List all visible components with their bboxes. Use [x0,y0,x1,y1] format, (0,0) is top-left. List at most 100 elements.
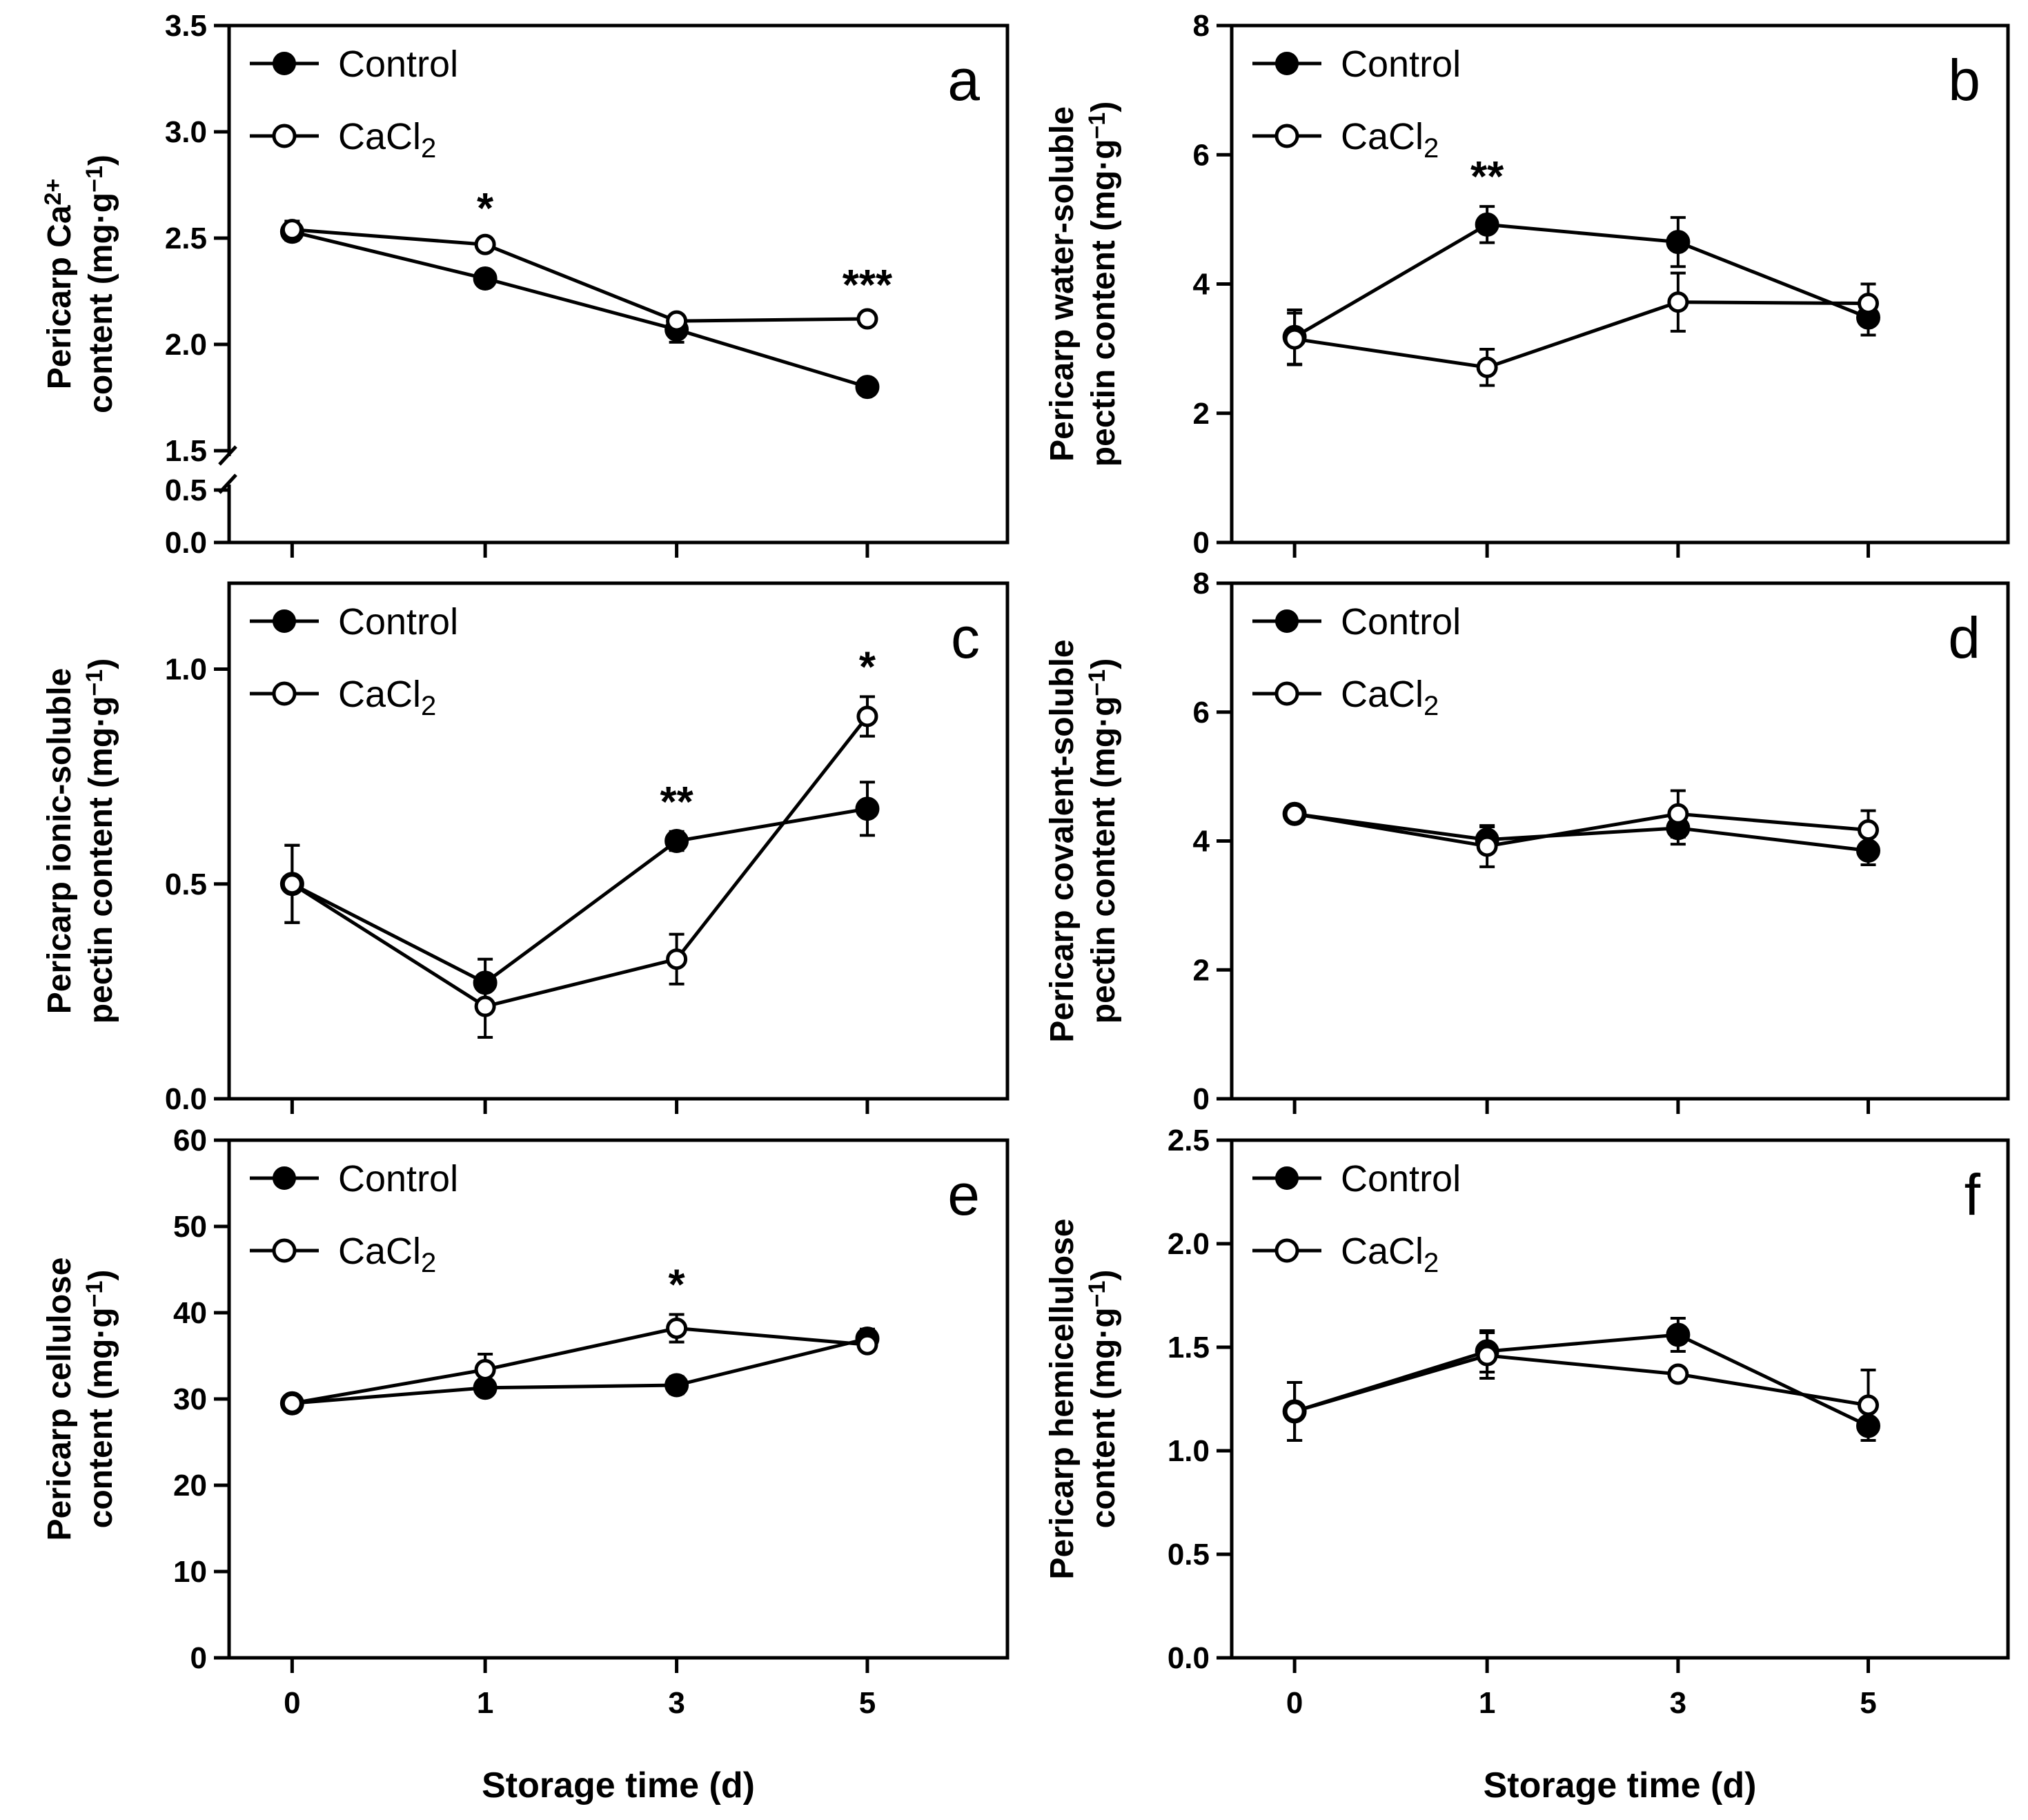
y-tick-label: 10 [173,1555,207,1589]
y-tick-label: 4 [1193,268,1210,302]
legend-label-cacl2: CaCl2 [338,1231,436,1278]
series-line-control [1294,1333,1869,1428]
legend-label-control: Control [338,1158,458,1200]
series-line-cacl2 [291,1327,868,1405]
data-point-control [473,266,498,291]
data-point-cacl2 [856,308,878,330]
significance-marker: ** [1470,153,1504,201]
significance-marker: * [669,1262,686,1309]
y-tick-label: 8 [1193,567,1210,600]
data-point-cacl2 [1283,803,1306,825]
x-tick-label: 0 [1286,1686,1303,1720]
data-point-cacl2 [1858,293,1879,315]
y-tick-label: 2.0 [1168,1227,1210,1261]
significance-marker: ** [660,779,693,826]
y-tick-label: 30 [173,1382,207,1416]
legend-marker-cacl2 [272,1238,297,1263]
y-tick-label: 0 [1193,526,1210,560]
data-point-cacl2 [1667,803,1689,825]
legend-label-control: Control [338,43,458,85]
x-tick-label: 0 [284,1686,300,1720]
data-point-cacl2 [666,948,688,970]
data-point-control [1475,212,1499,237]
data-point-cacl2 [281,1392,303,1414]
y-axis-title-line1: Pericarp covalent-soluble [1044,639,1081,1042]
y-tick-label: 20 [173,1469,207,1503]
legend-label-cacl2: CaCl2 [1341,674,1439,721]
panel-e: 0 10 20 30 40 50 60 0 1 3 5 Pericarp cellulose conte… [41,1124,1010,1720]
plot-frame [227,581,1010,1101]
legend-label-control: Control [1341,1158,1461,1200]
data-point-cacl2 [856,1333,878,1356]
series-line-control [291,230,868,389]
y-tick-label: 1.0 [1168,1434,1210,1468]
significance-marker: *** [843,262,893,309]
y-tick-label: 0 [190,1641,207,1675]
legend-marker-cacl2 [1274,1238,1299,1263]
y-tick-label: 3.0 [165,115,207,149]
y-tick-label: 1.5 [165,434,207,468]
panel-letter: e [947,1162,980,1227]
x-axis-title-left: Storage time (d) [482,1765,755,1806]
x-tick-label: 1 [477,1686,493,1720]
y-tick-label: 40 [173,1296,207,1330]
x-axis-title-right: Storage time (d) [1484,1765,1757,1806]
y-axis-title-line1: Pericarp ionic-soluble [41,668,78,1014]
data-point-control [855,796,880,821]
data-point-cacl2 [1667,291,1689,313]
data-point-control [1856,839,1880,863]
legend-label-control: Control [338,601,458,643]
legend-marker-cacl2 [1274,681,1299,706]
y-tick-label: 3.5 [165,9,207,43]
series-line-cacl2 [1294,812,1869,848]
legend-marker-cacl2 [272,124,297,148]
series-line-control [291,807,868,985]
y-tick-label: 8 [1193,9,1210,43]
data-point-control [855,375,880,400]
significance-marker: * [859,643,876,691]
data-point-cacl2 [281,219,303,241]
series-line-cacl2 [291,715,869,1008]
data-point-control [664,1373,689,1398]
x-tick-label: 1 [1479,1686,1495,1720]
panel-a: 0.0 0.5 1.5 2.0 2.5 3.0 3.5 Pericarp Ca2+conten… [40,9,1010,560]
panel-letter: d [1948,605,1980,670]
x-tick-label: 5 [1860,1686,1876,1720]
y-tick-label: 6 [1193,696,1210,730]
axis-break-mark [218,445,237,466]
panel-letter: c [951,605,980,670]
y-axis-title-line2: pectin content (mg·g−1) [1084,658,1122,1024]
data-point-cacl2 [856,705,878,727]
x-tick-label: 3 [1670,1686,1686,1720]
x-tick-label: 3 [668,1686,685,1720]
data-point-cacl2 [1858,819,1879,841]
plot-frame [1230,23,2010,545]
legend-label-cacl2: CaCl2 [338,116,436,164]
data-point-control [473,970,498,995]
legend-marker-control [1275,1166,1299,1190]
panel-d: 0 2 4 6 8 Pericarp covalent-soluble pectin con… [1044,567,2010,1116]
panel-b: 0 2 4 6 8 Pericarp water-soluble pectin conten… [1044,9,2010,560]
legend-label-cacl2: CaCl2 [1341,1231,1439,1278]
y-axis-title-line2: content (mg·g−1) [1084,1270,1122,1529]
series-line-cacl2 [1294,300,1869,369]
series-line-control [292,1337,868,1405]
data-point-control [1666,1322,1691,1347]
y-tick-label: 60 [173,1124,207,1157]
legend-marker-control [273,609,296,633]
y-tick-label: 2 [1193,397,1210,431]
y-tick-label: 0.0 [1168,1641,1210,1675]
y-axis-title-line2: content (mg·g−1) [81,1270,119,1529]
data-point-control [1856,1413,1880,1438]
y-tick-label: 50 [173,1210,207,1244]
data-point-cacl2 [474,995,496,1017]
data-point-cacl2 [666,1318,688,1339]
y-tick-label: 2 [1193,953,1210,987]
y-tick-label: 2.5 [1168,1124,1210,1157]
panel-letter: b [1948,48,1980,112]
legend-label-control: Control [1341,601,1461,643]
plot-frame [1230,581,2010,1101]
y-tick-label: 1.5 [1168,1331,1210,1364]
series-line-control [1293,222,1869,339]
data-point-cacl2 [1476,835,1498,857]
